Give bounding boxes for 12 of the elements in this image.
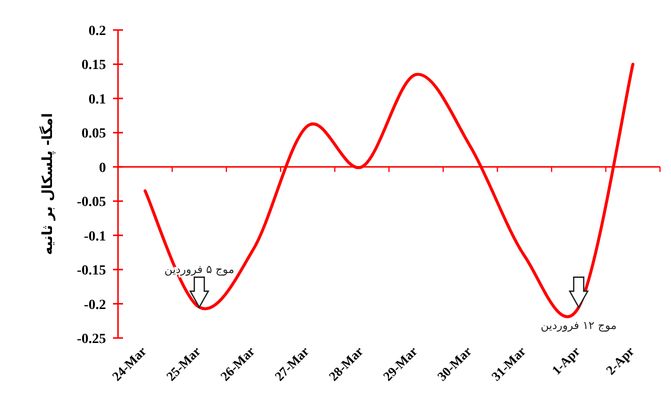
y-tick-label: 0.05	[82, 126, 106, 142]
y-tick-label: -0.15	[76, 264, 106, 279]
y-tick-label: -0.05	[76, 195, 106, 210]
y-tick-label: -0.1	[84, 229, 106, 244]
y-tick-label: 0.2	[88, 24, 106, 39]
y-tick-label: 0.15	[82, 58, 106, 74]
annotation: موج ۱۲ فروردین	[540, 319, 617, 332]
y-axis-title: امگا- پلسکال بر ثانیه	[39, 112, 56, 256]
y-tick-label: -0.2	[84, 298, 106, 313]
y-tick-label: 0	[99, 160, 106, 176]
y-tick-label: 0.1	[88, 92, 106, 108]
y-tick-label: -0.25	[76, 332, 106, 347]
